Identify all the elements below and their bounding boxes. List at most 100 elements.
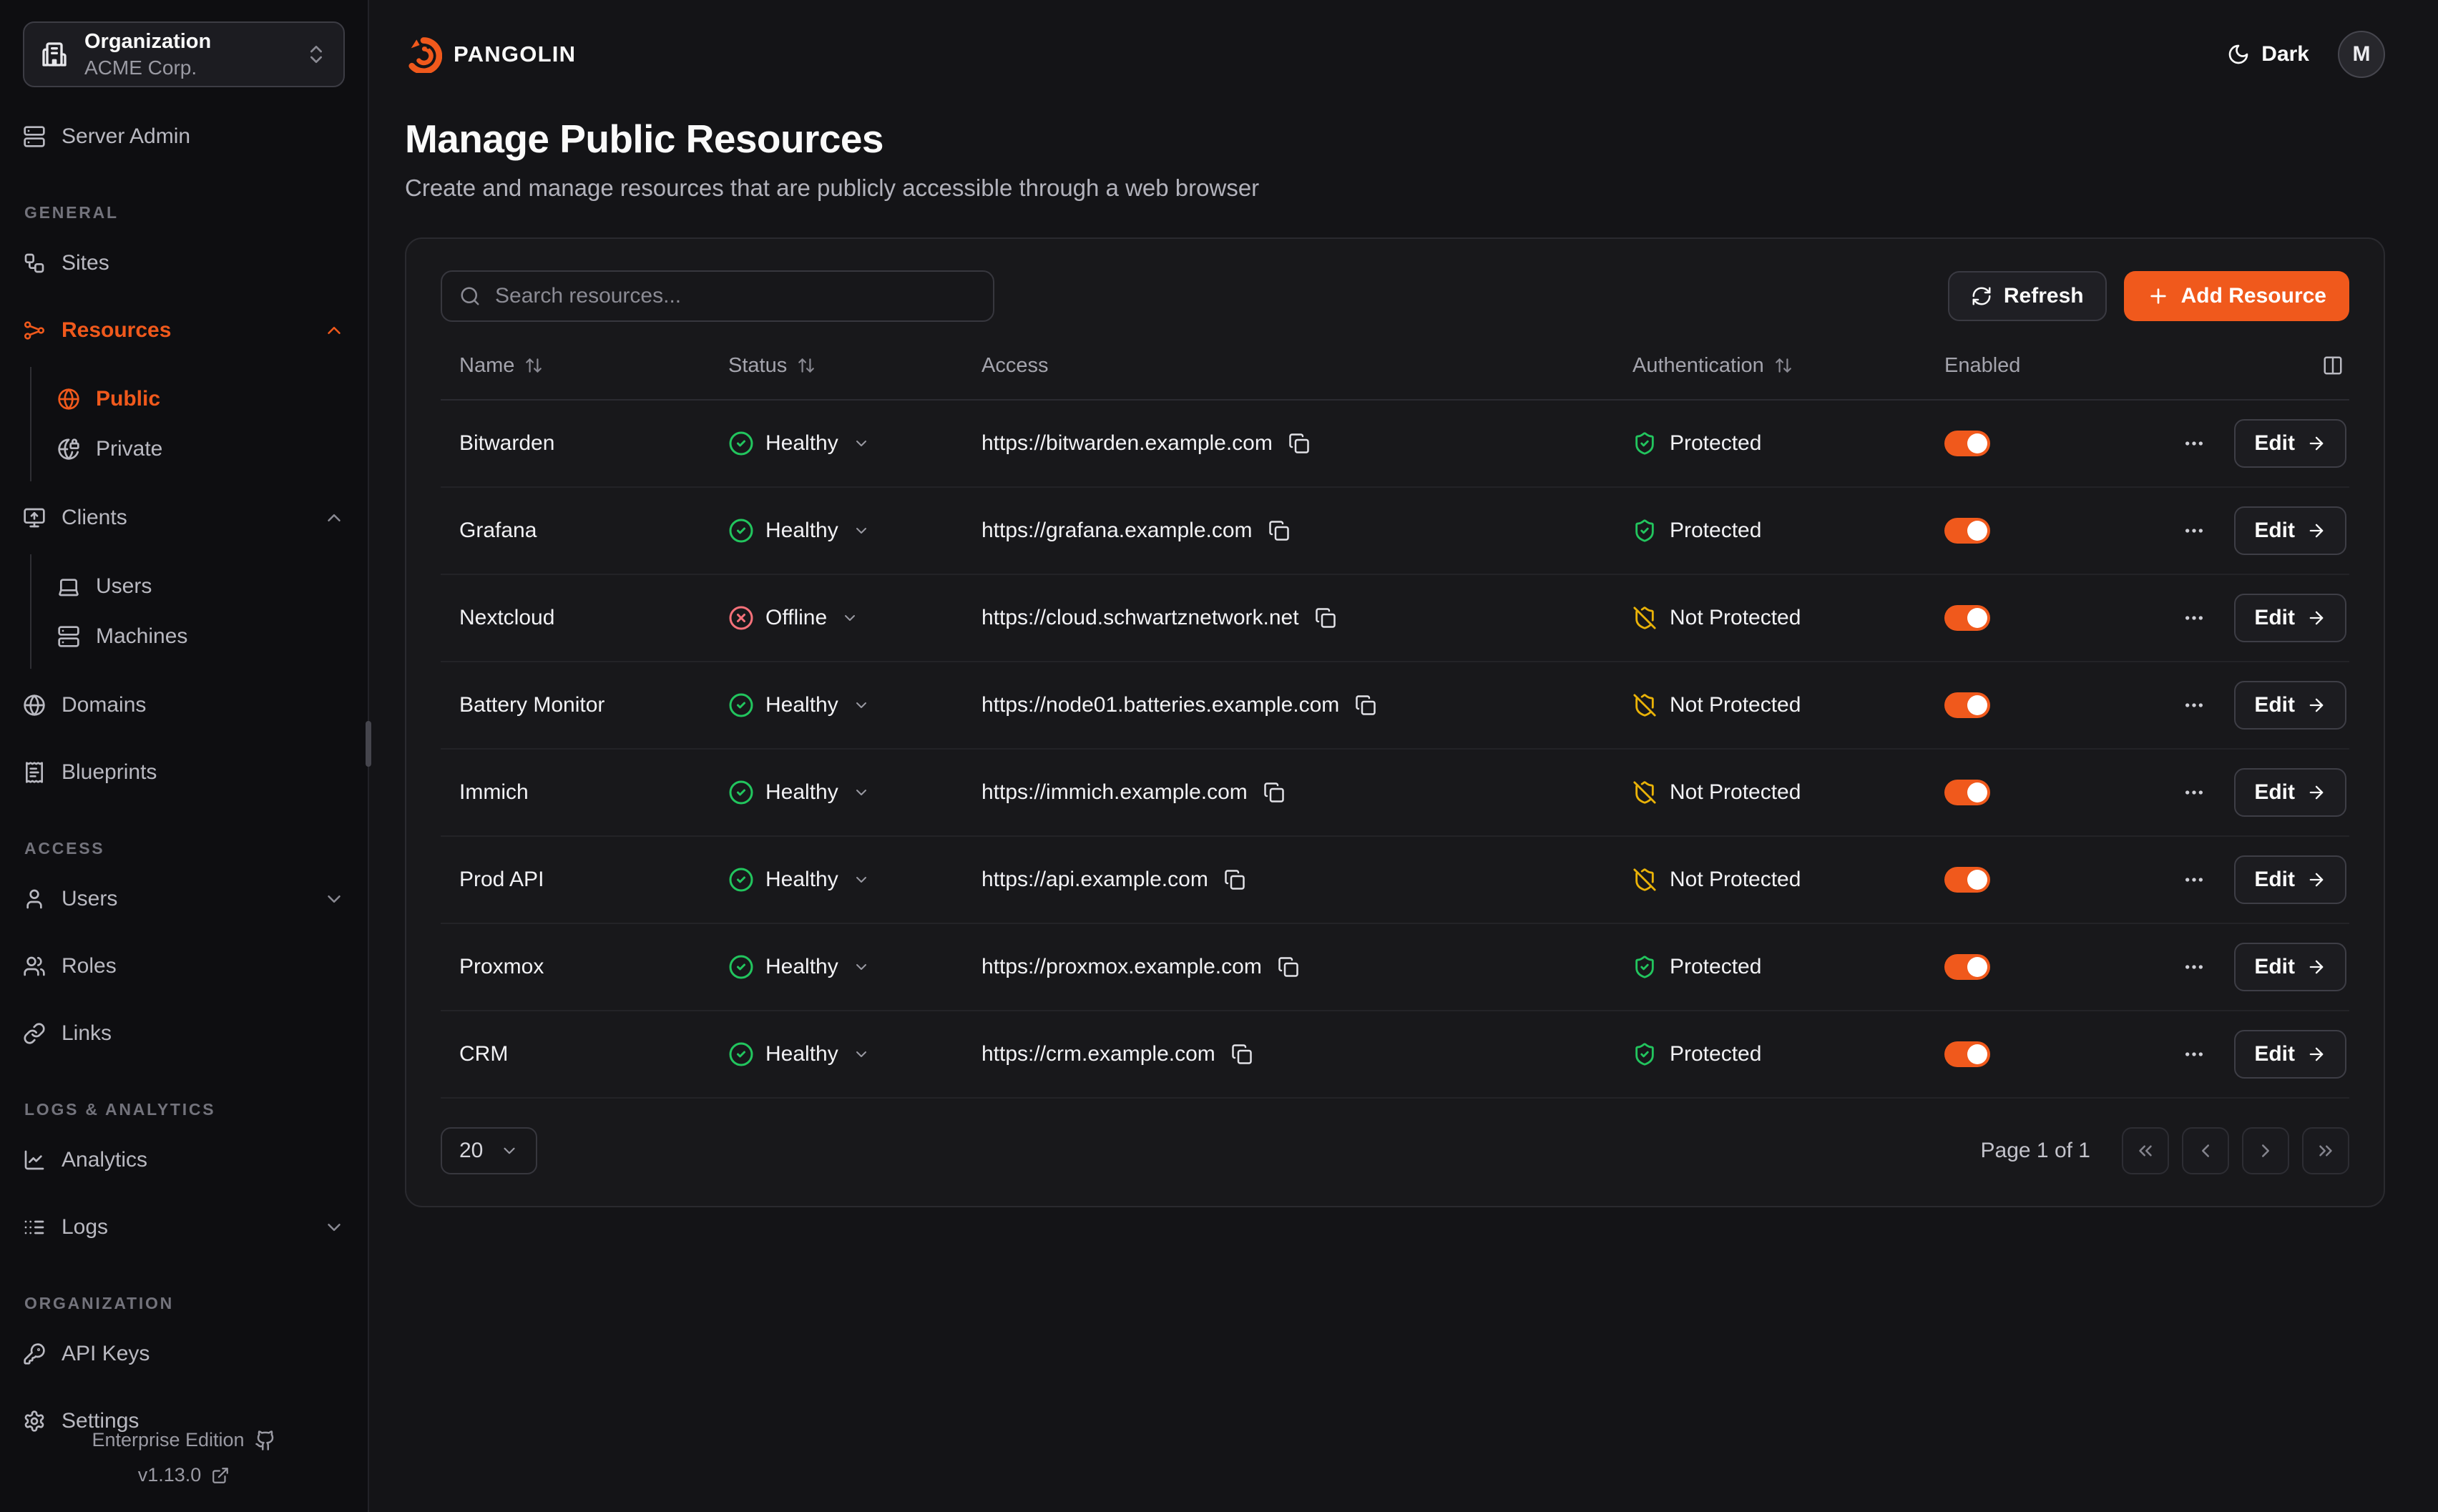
row-menu-button[interactable] xyxy=(2183,607,2206,629)
status-badge[interactable]: Healthy xyxy=(728,867,870,893)
next-page-button[interactable] xyxy=(2242,1127,2289,1174)
add-resource-button[interactable]: Add Resource xyxy=(2123,271,2349,321)
copy-button[interactable] xyxy=(1224,869,1245,890)
topbar-right: Dark M xyxy=(2227,31,2385,78)
toolbar-buttons: Refresh Add Resource xyxy=(1947,271,2349,321)
status-badge[interactable]: Healthy xyxy=(728,954,870,980)
sidebar-item-users[interactable]: Users xyxy=(23,881,345,917)
theme-toggle[interactable]: Dark xyxy=(2227,42,2309,67)
pagination: Page 1 of 1 xyxy=(1981,1127,2349,1174)
copy-button[interactable] xyxy=(1278,956,1299,978)
auth-badge: Not Protected xyxy=(1632,780,1801,805)
auth-badge: Protected xyxy=(1632,431,1761,456)
refresh-button[interactable]: Refresh xyxy=(1947,271,2107,321)
sidebar-resize-handle[interactable] xyxy=(366,721,371,767)
sidebar-item-analytics[interactable]: Analytics xyxy=(23,1142,345,1178)
sidebar-item-resources[interactable]: Resources xyxy=(23,313,345,348)
edit-button[interactable]: Edit xyxy=(2234,594,2346,642)
copy-button[interactable] xyxy=(1263,782,1285,803)
sort-icon[interactable] xyxy=(797,356,816,375)
brand[interactable]: PANGOLIN xyxy=(405,36,576,73)
sidebar-item-label: Logs xyxy=(62,1215,109,1239)
row-menu-button[interactable] xyxy=(2183,519,2206,542)
edit-button[interactable]: Edit xyxy=(2234,855,2346,904)
version-link[interactable]: v1.13.0 xyxy=(138,1464,230,1486)
copy-button[interactable] xyxy=(1315,607,1336,629)
sidebar-item-roles[interactable]: Roles xyxy=(23,948,345,984)
enabled-toggle[interactable] xyxy=(1944,867,1990,893)
row-menu-button[interactable] xyxy=(2183,1043,2206,1066)
enabled-toggle[interactable] xyxy=(1944,1041,1990,1067)
ellipsis-icon xyxy=(2185,616,2203,620)
status-badge[interactable]: Healthy xyxy=(728,692,870,718)
edit-button[interactable]: Edit xyxy=(2234,681,2346,730)
chevron-down-icon xyxy=(856,964,866,970)
row-menu-button[interactable] xyxy=(2183,694,2206,717)
row-menu-button[interactable] xyxy=(2183,781,2206,804)
row-menu-button[interactable] xyxy=(2183,868,2206,891)
sidebar-item-api-keys[interactable]: API Keys xyxy=(23,1336,345,1372)
arrow-right-icon xyxy=(2309,1047,2324,1061)
status-badge[interactable]: Healthy xyxy=(728,1041,870,1067)
edit-button[interactable]: Edit xyxy=(2234,768,2346,817)
status-badge[interactable]: Healthy xyxy=(728,431,870,456)
sidebar-item-server-admin[interactable]: Server Admin xyxy=(23,119,345,154)
sidebar-item-public[interactable]: Public xyxy=(57,381,345,417)
enabled-toggle[interactable] xyxy=(1944,605,1990,631)
enabled-toggle[interactable] xyxy=(1944,518,1990,544)
search-box xyxy=(441,270,994,322)
page-size-select[interactable]: 20 xyxy=(441,1127,538,1174)
sort-icon[interactable] xyxy=(524,356,543,375)
row-menu-button[interactable] xyxy=(2183,432,2206,455)
sidebar-item-clients[interactable]: Clients xyxy=(23,500,345,536)
auth-label: Not Protected xyxy=(1670,693,1801,717)
sort-icon[interactable] xyxy=(1774,356,1793,375)
copy-button[interactable] xyxy=(1231,1044,1253,1065)
prev-page-button[interactable] xyxy=(2182,1127,2229,1174)
edit-button[interactable]: Edit xyxy=(2234,419,2346,468)
globe-icon xyxy=(58,388,79,410)
edit-button[interactable]: Edit xyxy=(2234,1030,2346,1079)
resource-url: https://proxmox.example.com xyxy=(981,955,1262,978)
row-menu-button[interactable] xyxy=(2183,956,2206,978)
refresh-label: Refresh xyxy=(2003,284,2084,308)
last-page-button[interactable] xyxy=(2302,1127,2349,1174)
enabled-toggle[interactable] xyxy=(1944,431,1990,456)
edit-button[interactable]: Edit xyxy=(2234,506,2346,555)
status-badge[interactable]: Offline xyxy=(728,605,858,631)
sidebar-item-private[interactable]: Private xyxy=(57,431,345,467)
sidebar-item-blueprints[interactable]: Blueprints xyxy=(23,755,345,790)
chevrons-right-icon xyxy=(2319,1145,2332,1157)
enabled-toggle[interactable] xyxy=(1944,954,1990,980)
table-row: Bitwarden Healthy https://bitwarden.exam… xyxy=(441,401,2349,488)
avatar[interactable]: M xyxy=(2338,31,2385,78)
sidebar-item-settings[interactable]: Settings xyxy=(23,1403,345,1439)
status-badge[interactable]: Healthy xyxy=(728,780,870,805)
ellipsis-icon xyxy=(2185,790,2203,795)
sidebar-item-machines[interactable]: Machines xyxy=(57,619,345,654)
sidebar-item-domains[interactable]: Domains xyxy=(23,687,345,723)
status-badge[interactable]: Healthy xyxy=(728,518,870,544)
sidebar-item-label: Resources xyxy=(62,318,172,342)
enabled-toggle[interactable] xyxy=(1944,692,1990,718)
enabled-toggle[interactable] xyxy=(1944,780,1990,805)
copy-button[interactable] xyxy=(1355,694,1376,716)
globe-lock-icon xyxy=(58,438,79,460)
columns-icon[interactable] xyxy=(2322,355,2344,376)
edit-button[interactable]: Edit xyxy=(2234,943,2346,991)
copy-button[interactable] xyxy=(1268,520,1290,541)
copy-button[interactable] xyxy=(1288,433,1310,454)
sidebar-item-client-users[interactable]: Users xyxy=(57,569,345,604)
plus-icon xyxy=(2150,288,2166,304)
edition-link[interactable]: Enterprise Edition xyxy=(92,1429,275,1451)
external-link-icon xyxy=(212,1467,229,1483)
sidebar-item-logs[interactable]: Logs xyxy=(23,1209,345,1245)
resources-sub-list: Public Private xyxy=(30,367,345,481)
sidebar-item-sites[interactable]: Sites xyxy=(23,245,345,281)
first-page-button[interactable] xyxy=(2122,1127,2169,1174)
edition-label: Enterprise Edition xyxy=(92,1429,245,1450)
sidebar-item-links[interactable]: Links xyxy=(23,1016,345,1051)
org-switcher[interactable]: Organization ACME Corp. xyxy=(23,21,345,87)
search-input[interactable] xyxy=(495,284,976,308)
resource-name: Prod API xyxy=(459,868,544,891)
